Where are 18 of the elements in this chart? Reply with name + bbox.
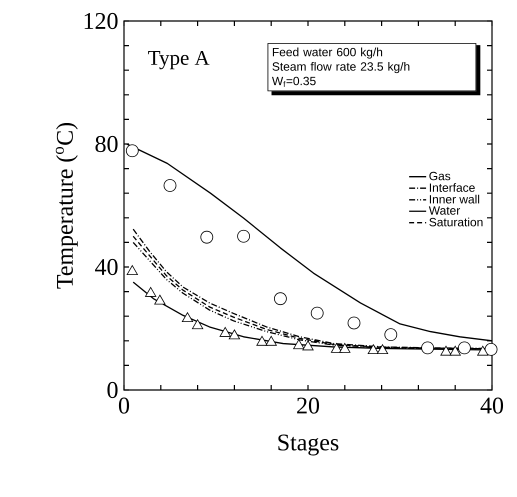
legend-label: Inner wall <box>430 194 480 204</box>
legend-label: Interface <box>430 183 475 192</box>
y-axis-title: Temperature ($^{o}$C) <box>56 122 78 289</box>
legend-label: Gas <box>429 172 450 180</box>
legend-label: Water <box>428 206 460 215</box>
annotation: Feed water 600 kg/h <box>272 48 382 59</box>
y-tick-label: 0 <box>107 382 118 398</box>
y-tick-label: 80 <box>95 136 118 152</box>
annotation: W$_{f}$=0.35 <box>272 76 316 87</box>
y-tick-label: 120 <box>84 12 118 30</box>
x-tick-label: 20 <box>297 398 320 414</box>
annotation: Type A <box>148 50 210 70</box>
x-tick-label: 0 <box>118 398 130 414</box>
x-tick-label: 40 <box>480 398 504 414</box>
annotation: Steam flow rate 23.5 kg/h <box>272 62 410 74</box>
x-axis-title: Stages <box>278 434 338 456</box>
legend-label: Saturation <box>429 218 483 226</box>
y-tick-label: 40 <box>95 258 118 276</box>
